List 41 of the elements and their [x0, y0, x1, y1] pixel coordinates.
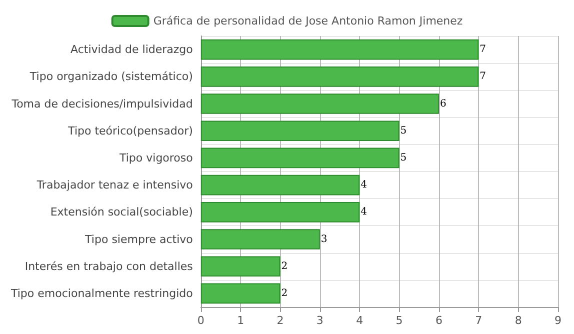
y-tick-label: Tipo vigoroso	[118, 151, 194, 164]
x-tick-label: 2	[276, 314, 284, 327]
y-tick-label: Extensión social(sociable)	[50, 206, 193, 219]
x-tick-label: 0	[197, 314, 204, 327]
bar	[200, 229, 320, 250]
x-tick-label: 7	[475, 314, 482, 327]
bar	[200, 174, 360, 196]
bar	[200, 202, 360, 222]
x-tick-label: 1	[237, 314, 244, 327]
legend-label: Gráfica de personalidad de Jose Antonio Ramon Jimenez	[153, 14, 463, 28]
bar	[200, 39, 479, 60]
bar	[200, 94, 439, 114]
y-tick-label: Tipo teórico(pensador)	[67, 124, 193, 138]
x-tick-label: 4	[356, 314, 364, 327]
y-tick-label: Tipo siempre activo	[84, 232, 194, 246]
y-tick-label: Tipo organizado (sistemático)	[28, 70, 193, 84]
x-tick-label: 3	[316, 314, 324, 327]
y-tick-label: Toma de decisiones/impulsividad	[10, 97, 193, 110]
data-label: 4	[360, 206, 367, 218]
data-label: 3	[320, 234, 328, 245]
y-tick-label: Tipo emocionalmente restringido	[10, 286, 194, 300]
x-tick-label: 8	[514, 314, 522, 327]
x-tick-label: 5	[396, 314, 403, 327]
data-label: 6	[440, 98, 446, 110]
data-label: 2	[281, 288, 288, 299]
data-label: 7	[480, 44, 486, 56]
y-tick-label: Actividad de liderazgo	[70, 43, 194, 56]
bar	[200, 66, 479, 87]
data-label: 2	[281, 260, 288, 272]
data-label: 4	[360, 180, 367, 191]
bar	[200, 148, 400, 168]
data-label: 5	[400, 152, 407, 164]
data-label: 7	[480, 71, 486, 82]
y-tick-label: Trabajador tenaz e intensivo	[36, 178, 194, 192]
bar	[200, 283, 280, 304]
x-tick-label: 6	[435, 314, 442, 327]
bar	[200, 256, 280, 277]
bar	[200, 120, 400, 142]
x-tick-label: 9	[554, 314, 562, 327]
data-label: 5	[400, 125, 407, 136]
y-tick-label: Interés en trabajo con detalles	[24, 260, 194, 273]
